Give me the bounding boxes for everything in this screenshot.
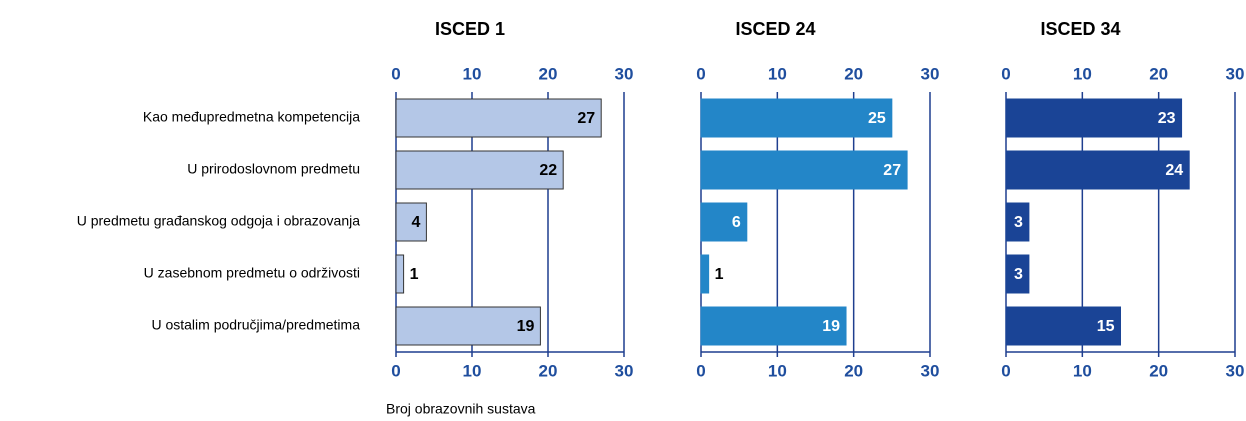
x-axis-label: Broj obrazovnih sustava [386, 401, 536, 417]
x-tick-label: 0 [696, 64, 705, 83]
value-label: 19 [517, 318, 535, 335]
x-tick-label: 10 [463, 361, 482, 380]
x-tick-label: 30 [1226, 361, 1245, 380]
bar [700, 202, 748, 242]
value-label: 25 [868, 110, 886, 127]
x-tick-label: 30 [921, 64, 940, 83]
value-label: 3 [1014, 214, 1023, 231]
value-label: 6 [732, 214, 741, 231]
bar [395, 98, 602, 138]
bar [395, 254, 405, 294]
value-label: 23 [1158, 110, 1176, 127]
value-label: 1 [410, 266, 419, 283]
category-label: U predmetu građanskog odgoja i obrazovan… [77, 213, 361, 229]
x-tick-label: 30 [921, 361, 940, 380]
x-tick-label: 20 [844, 361, 863, 380]
bar [700, 254, 710, 294]
x-tick-label: 0 [1001, 64, 1010, 83]
bar [395, 306, 541, 346]
x-tick-label: 10 [1073, 64, 1092, 83]
panel-title: ISCED 34 [1040, 19, 1120, 39]
bar [700, 98, 893, 138]
x-tick-label: 20 [844, 64, 863, 83]
value-label: 4 [411, 214, 420, 231]
value-label: 24 [1165, 162, 1183, 179]
panel-title: ISCED 1 [435, 19, 505, 39]
x-tick-label: 0 [391, 64, 400, 83]
x-tick-label: 0 [1001, 361, 1010, 380]
x-tick-label: 10 [463, 64, 482, 83]
bar [395, 150, 564, 190]
value-label: 3 [1014, 266, 1023, 283]
bar [1005, 306, 1121, 346]
bar [395, 202, 427, 242]
x-tick-label: 10 [1073, 361, 1092, 380]
x-tick-label: 20 [1149, 361, 1168, 380]
bar [1005, 202, 1030, 242]
category-label: U zasebnom predmetu o održivosti [144, 265, 360, 281]
x-tick-label: 0 [696, 361, 705, 380]
category-label: Kao međupredmetna kompetencija [143, 109, 360, 125]
bar [700, 150, 908, 190]
value-label: 27 [577, 110, 595, 127]
value-label: 15 [1097, 318, 1115, 335]
x-tick-label: 30 [615, 361, 634, 380]
x-tick-label: 20 [539, 361, 558, 380]
value-label: 1 [715, 266, 724, 283]
x-tick-label: 10 [768, 361, 787, 380]
value-label: 22 [539, 162, 557, 179]
x-tick-label: 30 [1226, 64, 1245, 83]
x-tick-label: 30 [615, 64, 634, 83]
x-tick-label: 10 [768, 64, 787, 83]
x-tick-label: 20 [1149, 64, 1168, 83]
category-label: U ostalim područjima/predmetima [151, 317, 360, 333]
bar [1005, 254, 1030, 294]
bar [700, 306, 847, 346]
value-label: 19 [822, 318, 840, 335]
x-tick-label: 20 [539, 64, 558, 83]
bar [1005, 150, 1190, 190]
x-tick-label: 0 [391, 361, 400, 380]
category-label: U prirodoslovnom predmetu [187, 161, 360, 177]
panel-title: ISCED 24 [735, 19, 815, 39]
value-label: 27 [883, 162, 901, 179]
bar [1005, 98, 1183, 138]
